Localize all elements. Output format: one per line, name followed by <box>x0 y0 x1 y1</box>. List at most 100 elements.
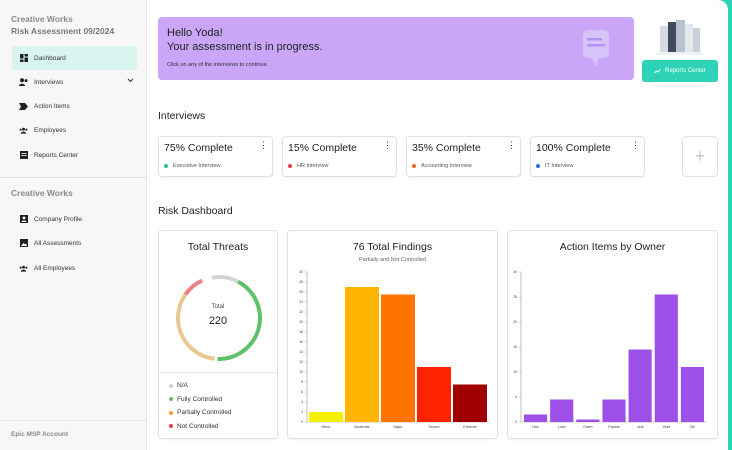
legend-label: N/A <box>177 382 188 390</box>
more-vertical-icon[interactable]: ⋮ <box>383 140 392 150</box>
sidebar-item-label: Action Items <box>34 102 70 110</box>
interview-card-accounting[interactable]: 35% Complete ⋮ Accounting Interview <box>406 136 521 177</box>
y-tick-label: 30 <box>299 270 303 274</box>
sidebar-item-interviews[interactable]: Interviews <box>12 70 137 94</box>
x-tick-label: Obi <box>690 425 696 429</box>
sidebar-item-all-assessments[interactable]: All Assessments <box>12 231 137 255</box>
y-tick-label: 10 <box>299 370 303 374</box>
more-vertical-icon[interactable]: ⋮ <box>507 140 516 150</box>
legend-item[interactable]: Not Controlled <box>169 420 232 434</box>
interview-card-hr[interactable]: 15% Complete ⋮ HR Interview <box>282 136 397 177</box>
banner-status: Your assessment is in progress. <box>167 41 323 53</box>
legend-item[interactable]: N/A <box>169 379 232 393</box>
reports-center-label: Reports Center <box>665 68 706 74</box>
y-tick-label: 4 <box>301 400 303 404</box>
x-tick-label: Han <box>532 425 539 429</box>
users-icon <box>19 78 28 87</box>
documents-illustration-icon <box>656 20 702 55</box>
x-tick-label: Jedi <box>637 425 644 429</box>
bar-padme[interactable] <box>602 399 626 423</box>
legend-label: Not Controlled <box>177 422 219 430</box>
sidebar-item-employees[interactable]: Employees <box>12 118 137 142</box>
legend-dot <box>169 383 173 388</box>
add-interview-button[interactable]: + <box>682 136 718 177</box>
y-tick-label: 30 <box>513 270 517 274</box>
threats-donut <box>176 275 262 361</box>
legend-dot <box>169 397 173 402</box>
risk-dashboard-heading: Risk Dashboard <box>158 205 233 217</box>
sidebar-divider <box>0 177 147 178</box>
donut-center-label: Total <box>211 304 225 310</box>
bar-owen[interactable] <box>576 419 600 423</box>
y-tick-label: 20 <box>513 320 517 324</box>
interview-card-executive[interactable]: 75% Complete ⋮ Executive Interview <box>158 136 273 177</box>
bar-obi[interactable] <box>680 367 704 422</box>
y-tick-label: 22 <box>299 310 303 314</box>
bar-severe[interactable] <box>417 367 451 422</box>
bar-yoda[interactable] <box>654 294 678 423</box>
sidebar-item-action-items[interactable]: Action Items <box>12 94 137 118</box>
sidebar-item-label: Reports Center <box>34 151 79 159</box>
y-tick-label: 16 <box>299 340 303 344</box>
total-threats-panel: Total Threats Total 220 N/A Fully Contro… <box>158 230 278 439</box>
legend-item[interactable]: Partially Controlled <box>169 406 232 420</box>
chevron-down-icon[interactable] <box>127 78 134 85</box>
interview-progress: 35% Complete <box>412 142 481 154</box>
interviews-heading: Interviews <box>158 110 206 122</box>
y-tick-label: 26 <box>299 290 303 294</box>
y-tick-label: 28 <box>299 280 303 284</box>
sidebar-item-label: Employees <box>34 126 67 134</box>
legend-divider <box>160 372 276 373</box>
x-tick-label: Extreme <box>463 425 476 429</box>
account-label[interactable]: Epic MSP Account <box>11 431 69 438</box>
bar-minor[interactable] <box>309 412 343 422</box>
sidebar-item-company-profile[interactable]: Company Profile <box>12 207 137 231</box>
x-tick-label: Minor <box>322 425 332 429</box>
sidebar-item-all-employees[interactable]: All Employees <box>12 256 137 280</box>
total-threats-title: Total Threats <box>187 241 249 253</box>
interview-name: IT Interview <box>545 163 574 169</box>
bar-luke[interactable] <box>550 399 574 423</box>
sidebar-item-label: Dashboard <box>34 54 66 62</box>
y-tick-label: 0 <box>301 420 303 424</box>
action-items-bar-chart: 0 5 10 15 20 25 30 Han Luke Owen Padme Jedi Yoda Obi <box>513 270 707 429</box>
y-tick-label: 10 <box>513 370 517 374</box>
status-dot <box>536 164 540 168</box>
y-tick-label: 12 <box>299 360 303 364</box>
sidebar-item-label: Interviews <box>34 78 64 86</box>
sidebar-item-dashboard[interactable]: Dashboard <box>12 46 137 70</box>
bar-extreme[interactable] <box>453 384 487 423</box>
trend-icon <box>654 68 662 74</box>
x-tick-label: Yoda <box>662 425 670 429</box>
bar-major[interactable] <box>381 294 415 423</box>
reports-center-button[interactable]: Reports Center <box>642 60 718 82</box>
assessment-title[interactable]: Risk Assessment 09/2024 <box>11 26 115 36</box>
interview-name: Executive Interview <box>173 163 221 169</box>
interview-progress: 100% Complete <box>536 142 611 154</box>
legend-label: Partially Controlled <box>177 409 232 417</box>
more-vertical-icon[interactable]: ⋮ <box>631 140 640 150</box>
donut-segment-na <box>176 275 262 361</box>
legend-item[interactable]: Fully Controlled <box>169 393 232 407</box>
bar-moderate[interactable] <box>345 287 379 422</box>
dashboard-icon <box>19 54 28 63</box>
bar-jedi[interactable] <box>628 349 652 423</box>
sidebar-item-label: All Assessments <box>34 239 82 247</box>
more-vertical-icon[interactable]: ⋮ <box>259 140 268 150</box>
sidebar: Creative Works Risk Assessment 09/2024 D… <box>0 0 147 450</box>
interview-card-it[interactable]: 100% Complete ⋮ IT Interview <box>530 136 645 177</box>
sidebar-item-reports-center[interactable]: Reports Center <box>12 143 137 167</box>
report-icon <box>19 151 28 160</box>
y-tick-label: 18 <box>299 330 303 334</box>
x-tick-label: Moderate <box>354 425 369 429</box>
bar-han[interactable] <box>524 414 548 423</box>
welcome-banner: Hello Yoda! Your assessment is in progre… <box>158 17 634 80</box>
action-items-panel: Action Items by Owner 0 5 10 15 20 25 30 Han Luk… <box>507 230 718 439</box>
y-tick-label: 25 <box>513 295 517 299</box>
y-tick-label: 15 <box>513 345 517 349</box>
legend-dot <box>169 424 173 429</box>
interview-progress: 15% Complete <box>288 142 357 154</box>
findings-subtitle: Partially and Not Controlled <box>359 257 426 263</box>
